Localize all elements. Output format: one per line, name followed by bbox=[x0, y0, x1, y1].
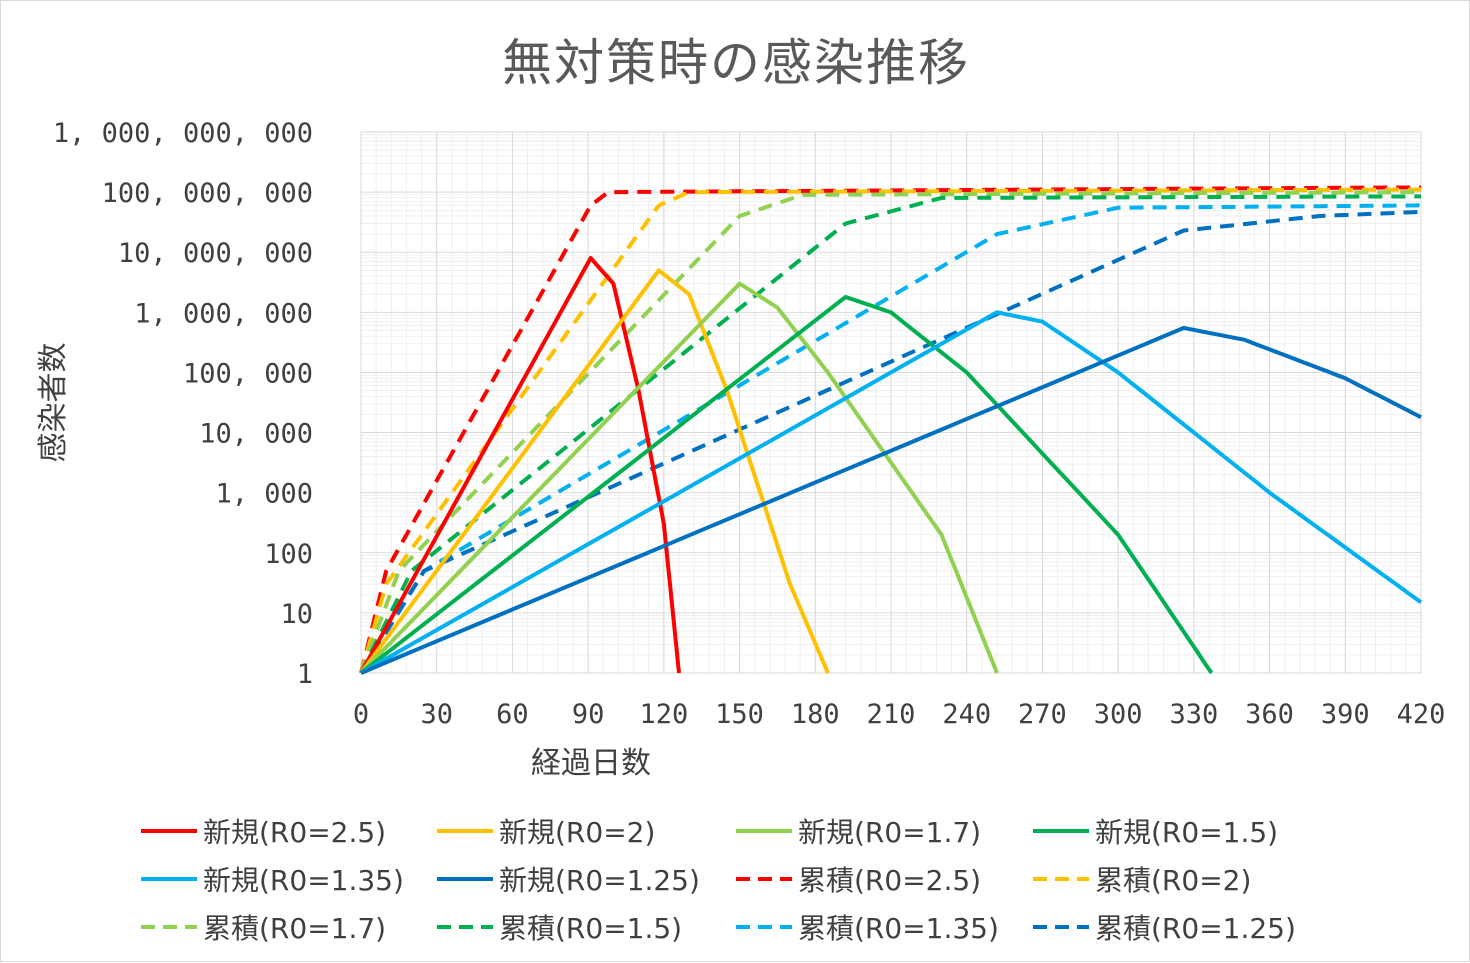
series-line bbox=[359, 209, 1422, 675]
x-tick-label: 240 bbox=[942, 699, 991, 730]
series-line bbox=[359, 268, 830, 675]
legend-item: 累積(R0=2.5) bbox=[736, 857, 981, 901]
legend-item: 新規(R0=1.35) bbox=[141, 857, 404, 901]
x-tick-label: 390 bbox=[1321, 699, 1370, 730]
legend-item: 新規(R0=1.5) bbox=[1033, 809, 1278, 853]
legend-swatch bbox=[736, 925, 792, 929]
y-tick-label: 100, 000 bbox=[183, 358, 313, 389]
legend-item: 累積(R0=2) bbox=[1033, 857, 1251, 901]
y-tick-label: 1, 000 bbox=[215, 479, 313, 510]
legend-swatch bbox=[141, 829, 197, 833]
legend-label: 新規(R0=1.25) bbox=[499, 864, 700, 897]
legend-label: 新規(R0=1.5) bbox=[1095, 816, 1279, 849]
x-tick-label: 360 bbox=[1245, 699, 1294, 730]
legend-swatch bbox=[736, 829, 792, 833]
legend-item: 新規(R0=2.5) bbox=[141, 809, 386, 853]
legend-item: 累積(R0=1.5) bbox=[437, 905, 682, 949]
x-tick-label: 330 bbox=[1169, 699, 1218, 730]
x-tick-label: 60 bbox=[496, 699, 529, 730]
legend-item: 累積(R0=1.25) bbox=[1033, 905, 1296, 949]
series-line bbox=[359, 295, 1214, 675]
series-line bbox=[360, 325, 1422, 675]
legend-label: 新規(R0=2) bbox=[499, 816, 656, 849]
y-tick-label: 1 bbox=[297, 659, 313, 690]
x-axis-title: 経過日数 bbox=[531, 746, 651, 781]
series-line bbox=[359, 190, 1422, 674]
x-tick-label: 210 bbox=[867, 699, 916, 730]
legend-swatch bbox=[437, 877, 493, 881]
legend-item: 新規(R0=2) bbox=[437, 809, 655, 853]
legend-item: 累積(R0=1.35) bbox=[736, 905, 999, 949]
legend-item: 新規(R0=1.25) bbox=[437, 857, 700, 901]
x-tick-label: 300 bbox=[1094, 699, 1143, 730]
legend-swatch bbox=[1033, 877, 1089, 881]
legend-item: 新規(R0=1.7) bbox=[736, 809, 981, 853]
x-tick-label: 0 bbox=[353, 699, 369, 730]
legend-swatch bbox=[141, 925, 197, 929]
legend-swatch bbox=[437, 925, 493, 929]
chart-title: 無対策時の感染推移 bbox=[502, 34, 970, 92]
legend-label: 累積(R0=1.35) bbox=[798, 912, 999, 945]
legend-label: 新規(R0=1.35) bbox=[203, 864, 404, 897]
series-line bbox=[359, 194, 1422, 674]
y-tick-label: 10, 000, 000 bbox=[118, 238, 313, 269]
legend-label: 累積(R0=1.7) bbox=[203, 912, 387, 945]
y-axis-title: 感染者数 bbox=[36, 343, 71, 463]
x-tick-label: 420 bbox=[1397, 699, 1446, 730]
legend-label: 累積(R0=2.5) bbox=[798, 864, 982, 897]
legend-swatch bbox=[736, 877, 792, 881]
legend-label: 累積(R0=1.25) bbox=[1095, 912, 1296, 945]
y-tick-label: 100, 000, 000 bbox=[102, 178, 313, 209]
x-tick-label: 270 bbox=[1018, 699, 1067, 730]
legend-swatch bbox=[141, 877, 197, 881]
series-line bbox=[359, 187, 1422, 674]
series-line bbox=[359, 256, 681, 674]
x-tick-label: 180 bbox=[791, 699, 840, 730]
legend-item: 累積(R0=1.7) bbox=[141, 905, 386, 949]
x-tick-label: 90 bbox=[572, 699, 605, 730]
legend-label: 新規(R0=2.5) bbox=[203, 816, 387, 849]
legend-label: 新規(R0=1.7) bbox=[798, 816, 982, 849]
x-tick-label: 30 bbox=[420, 699, 453, 730]
series-line bbox=[360, 310, 1423, 675]
legend-swatch bbox=[437, 829, 493, 833]
y-tick-label: 10 bbox=[280, 599, 313, 630]
legend-label: 累積(R0=1.5) bbox=[499, 912, 683, 945]
y-tick-label: 1, 000, 000 bbox=[134, 298, 313, 329]
x-tick-label: 150 bbox=[715, 699, 764, 730]
legend-swatch bbox=[1033, 829, 1089, 833]
legend-swatch bbox=[1033, 925, 1089, 929]
y-tick-label: 1, 000, 000, 000 bbox=[53, 118, 313, 149]
y-tick-label: 100 bbox=[264, 539, 313, 570]
y-tick-label: 10, 000 bbox=[199, 419, 313, 450]
legend-label: 累積(R0=2) bbox=[1095, 864, 1252, 897]
x-tick-label: 120 bbox=[639, 699, 688, 730]
series-line bbox=[359, 281, 999, 675]
